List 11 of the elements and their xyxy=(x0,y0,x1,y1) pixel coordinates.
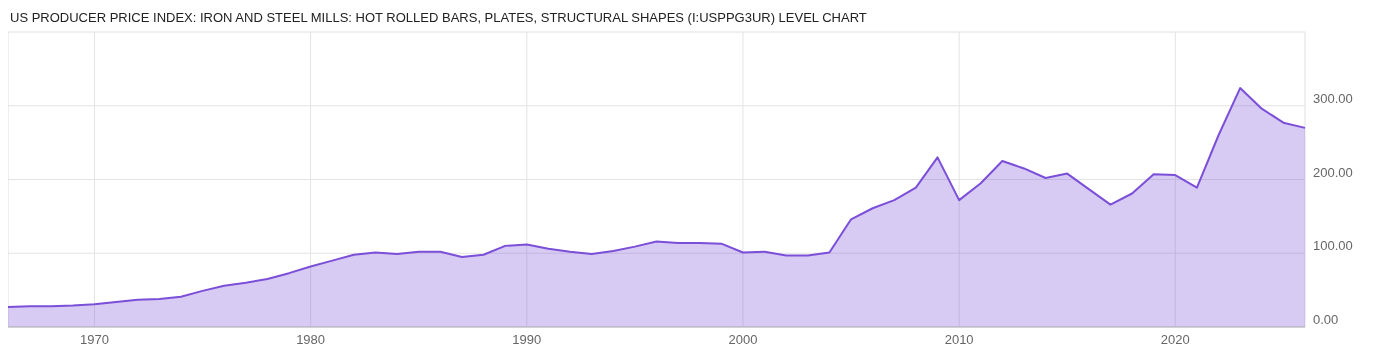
y-tick-label: 100.00 xyxy=(1313,238,1353,254)
y-tick-label: 0.00 xyxy=(1313,312,1339,327)
y-tick-label: 200.00 xyxy=(1313,164,1353,180)
chart-title: US PRODUCER PRICE INDEX: IRON AND STEEL MILLS: HOT ROLLED BARS, PLATES, STRUCTURAL SHAPES (I:USPPG3UR) LEVEL CHART xyxy=(10,10,867,25)
x-tick-label: 2020 xyxy=(1160,332,1190,347)
x-tick-label: 1990 xyxy=(512,332,542,347)
x-tick-label: 2010 xyxy=(944,332,974,347)
x-tick-label: 2000 xyxy=(728,332,758,347)
x-tick-label: 1980 xyxy=(296,332,326,347)
x-tick-label: 1970 xyxy=(80,332,109,347)
y-tick-label: 300.00 xyxy=(1313,90,1353,106)
